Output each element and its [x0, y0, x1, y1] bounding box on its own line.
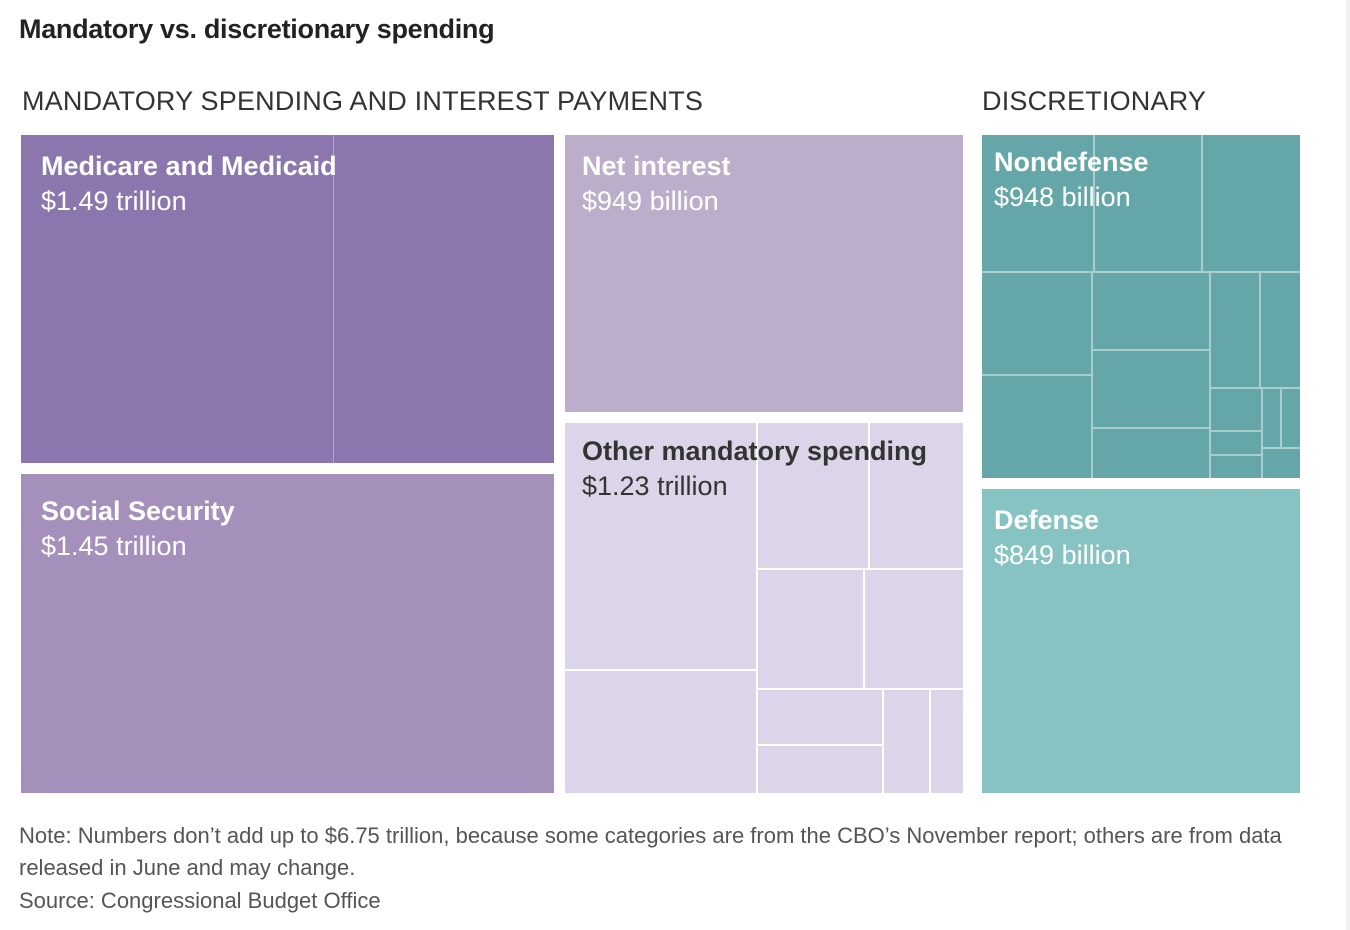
subtile [565, 671, 758, 793]
subtile [1211, 273, 1261, 389]
chart-source: Source: Congressional Budget Office [19, 888, 381, 913]
subtile [982, 135, 1095, 273]
subtile [1203, 135, 1300, 273]
tile-medicare-medicaid: Medicare and Medicaid $1.49 trillion [21, 135, 554, 463]
tile-label-nondefense: Nondefense [994, 147, 1149, 177]
subtile [1093, 429, 1211, 478]
tile-value-net-interest: $949 billion [582, 186, 719, 216]
tile-label-other-mandatory: Other mandatory spending [582, 436, 928, 466]
subtile [1282, 389, 1300, 449]
page-edge [1346, 0, 1350, 930]
tile-label-social-security: Social Security [41, 496, 235, 526]
chart-title: Mandatory vs. discretionary spending [19, 14, 495, 44]
tile-net-interest: Net interest $949 billion [565, 135, 963, 412]
tile-other-mandatory: Other mandatory spending $1.23 trillion [565, 423, 963, 793]
tile-defense: Defense $849 billion [982, 489, 1300, 793]
subtile [982, 273, 1093, 376]
tile-value-defense: $849 billion [994, 540, 1131, 570]
group-label-discretionary: DISCRETIONARY [982, 86, 1207, 116]
subtile [758, 690, 884, 746]
tile-value-nondefense: $948 billion [994, 182, 1131, 212]
subtile [870, 423, 963, 570]
subtile [1093, 273, 1211, 351]
tile-label-net-interest: Net interest [582, 151, 731, 181]
group-label-mandatory: MANDATORY SPENDING AND INTEREST PAYMENTS [22, 86, 704, 116]
subtile [1211, 432, 1263, 456]
subtile [1261, 273, 1300, 389]
subtile [884, 690, 931, 793]
subtile [931, 690, 963, 793]
subtile [982, 376, 1093, 478]
tile-value-social-security: $1.45 trillion [41, 531, 187, 561]
subtile [758, 423, 870, 570]
subtile [758, 746, 884, 793]
tile-label-defense: Defense [994, 505, 1100, 535]
subtile [865, 570, 963, 690]
tile-nondefense: Nondefense $948 billion [982, 135, 1300, 478]
tile-value-other-mandatory: $1.23 trillion [582, 471, 728, 501]
subtile [1211, 389, 1263, 432]
chart-note: Note: Numbers don’t add up to $6.75 tril… [19, 823, 1282, 880]
tile-value-medicare: $1.49 trillion [41, 186, 187, 216]
tile-label-medicare: Medicare and Medicaid [41, 151, 337, 181]
subtile [758, 570, 865, 690]
subtile [1093, 351, 1211, 429]
tile-social-security: Social Security $1.45 trillion [21, 474, 554, 793]
subtile [565, 423, 758, 671]
tile-divider [333, 135, 334, 463]
subtile [1211, 456, 1263, 478]
subtile [1095, 135, 1203, 273]
subtile [1263, 389, 1282, 449]
